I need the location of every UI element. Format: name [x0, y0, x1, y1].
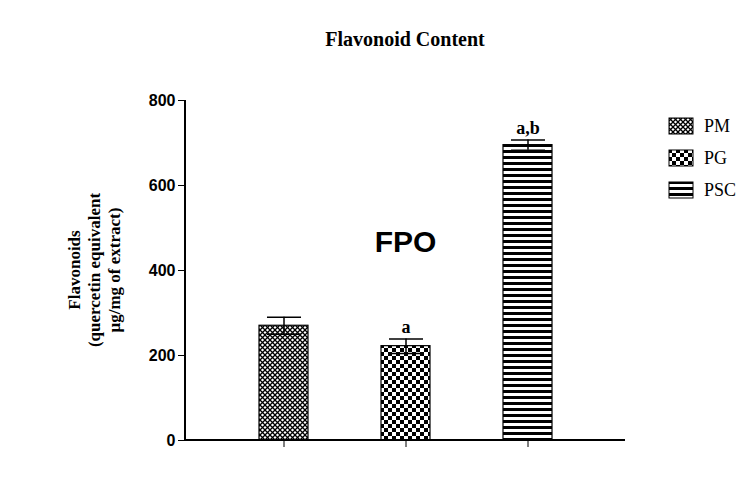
svg-text:a: a	[402, 317, 411, 337]
html-text:Flavonoids (quercetin equivale: Flavonoids (quercetin equivalent μg/mg o…	[65, 192, 124, 348]
svg-text:400: 400	[149, 262, 176, 279]
svg-text:200: 200	[149, 347, 176, 364]
svg-text:a,b: a,b	[516, 118, 540, 138]
html-text:PSC: PSC	[704, 179, 736, 200]
html-text:PM: PM	[704, 115, 730, 136]
svg-text:0: 0	[167, 432, 176, 449]
svg-text:600: 600	[149, 177, 176, 194]
svg-text:FPO: FPO	[375, 225, 437, 258]
html-text:PG: PG	[704, 147, 727, 168]
html-text:Flavonoid Content: Flavonoid Content	[325, 28, 485, 50]
svg-text:800: 800	[149, 92, 176, 109]
